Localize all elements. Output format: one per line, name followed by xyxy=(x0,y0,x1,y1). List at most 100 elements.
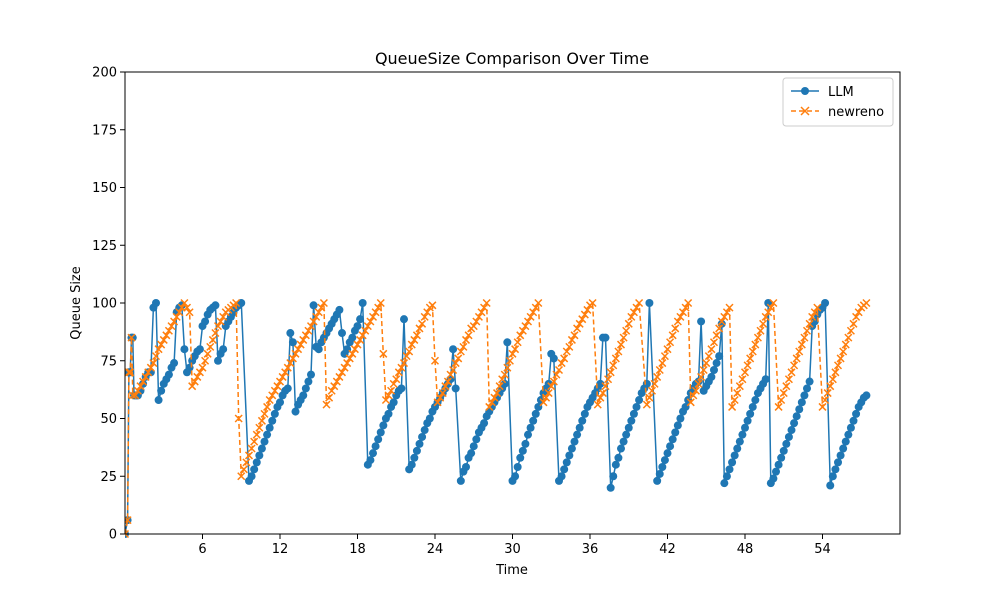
x-marker-stroke xyxy=(415,324,424,333)
data-point-newreno xyxy=(459,342,468,351)
data-point-newreno xyxy=(593,400,602,409)
x-marker-stroke xyxy=(606,368,615,377)
data-point-llm xyxy=(521,439,530,448)
data-point-newreno xyxy=(539,398,548,407)
x-marker-stroke xyxy=(578,315,587,324)
data-point-newreno xyxy=(255,423,264,432)
x-marker-stroke xyxy=(795,347,804,356)
data-point-newreno xyxy=(394,368,403,377)
data-point-llm xyxy=(214,356,222,365)
data-point-newreno xyxy=(198,363,207,372)
x-marker-stroke xyxy=(759,319,768,328)
x-marker-stroke xyxy=(720,312,729,321)
data-point-newreno xyxy=(707,345,716,354)
data-point-llm xyxy=(451,384,460,393)
data-point-llm xyxy=(573,430,582,439)
x-marker-stroke xyxy=(394,368,403,377)
x-marker-stroke xyxy=(549,377,558,386)
x-marker-stroke xyxy=(126,368,135,377)
data-point-newreno xyxy=(446,370,455,379)
x-marker-stroke xyxy=(203,349,212,358)
x-marker-stroke xyxy=(296,340,305,349)
data-point-llm xyxy=(389,398,398,407)
x-marker-stroke xyxy=(516,331,525,340)
x-marker-stroke xyxy=(666,338,675,347)
data-point-newreno xyxy=(314,308,323,317)
data-point-newreno xyxy=(461,335,471,344)
data-point-llm xyxy=(653,476,662,485)
data-point-newreno xyxy=(327,386,336,395)
x-marker-stroke xyxy=(441,382,450,391)
data-point-newreno xyxy=(420,312,429,321)
axes: 0 25 50 75 100 125 150 175 200 6 12 18 24 30 36 42 48 54 xyxy=(92,66,831,558)
data-point-newreno xyxy=(436,393,445,402)
data-point-llm xyxy=(286,329,295,338)
data-point-llm xyxy=(348,333,357,342)
data-point-newreno xyxy=(653,372,662,381)
data-point-newreno xyxy=(472,317,481,326)
x-marker-stroke xyxy=(410,335,419,344)
x-marker-stroke xyxy=(206,342,215,351)
data-point-llm xyxy=(526,423,535,432)
data-point-newreno xyxy=(598,389,607,398)
data-point-newreno xyxy=(335,372,344,381)
x-marker-stroke xyxy=(157,340,166,349)
data-point-newreno xyxy=(172,312,181,321)
data-point-newreno xyxy=(312,312,321,321)
x-marker-stroke xyxy=(702,359,711,368)
x-tick-label: 12 xyxy=(272,542,289,557)
data-point-newreno xyxy=(632,303,641,312)
x-marker-stroke xyxy=(211,328,220,338)
data-point-llm xyxy=(531,409,540,418)
data-point-llm xyxy=(614,453,623,462)
data-point-llm xyxy=(252,458,261,467)
x-marker-stroke xyxy=(283,363,292,372)
x-marker-stroke xyxy=(257,416,266,425)
data-point-newreno xyxy=(164,326,173,335)
x-marker-stroke xyxy=(131,391,140,400)
x-marker-stroke xyxy=(244,451,254,460)
data-point-newreno xyxy=(433,398,442,407)
data-point-newreno xyxy=(490,393,499,402)
x-marker-stroke xyxy=(709,338,719,347)
data-point-llm xyxy=(467,449,476,458)
data-point-llm xyxy=(247,472,256,481)
x-marker-stroke xyxy=(779,389,788,398)
data-point-newreno xyxy=(477,308,486,317)
x-marker-stroke xyxy=(141,372,150,381)
x-marker-stroke xyxy=(743,361,752,370)
data-point-llm xyxy=(722,472,731,481)
data-point-newreno xyxy=(480,303,489,312)
x-marker-stroke xyxy=(544,389,553,398)
data-point-llm xyxy=(369,449,377,458)
data-point-llm xyxy=(733,444,742,453)
data-point-llm xyxy=(769,474,778,483)
data-point-newreno xyxy=(358,331,367,340)
x-marker-stroke xyxy=(381,395,390,405)
data-point-llm xyxy=(358,299,367,307)
x-marker-stroke xyxy=(348,349,357,358)
data-point-newreno xyxy=(281,368,290,377)
x-marker-stroke xyxy=(250,437,259,446)
data-point-llm xyxy=(157,386,166,395)
x-marker-stroke xyxy=(831,368,840,377)
data-point-newreno xyxy=(746,354,755,363)
data-point-newreno xyxy=(125,368,133,377)
data-point-newreno xyxy=(552,370,561,379)
x-marker-stroke xyxy=(356,335,365,344)
x-tick-label: 48 xyxy=(737,542,754,557)
data-point-llm xyxy=(549,354,558,363)
data-point-newreno xyxy=(286,359,295,368)
x-marker-stroke xyxy=(787,368,796,377)
data-point-llm xyxy=(676,414,685,423)
data-point-newreno xyxy=(735,382,744,391)
x-marker-stroke xyxy=(782,382,791,391)
x-marker-stroke xyxy=(676,312,685,321)
x-marker-stroke xyxy=(288,354,297,363)
data-point-newreno xyxy=(330,382,339,391)
data-point-newreno xyxy=(580,310,589,319)
data-point-newreno xyxy=(332,377,341,386)
x-marker-stroke xyxy=(327,386,336,395)
x-marker-stroke xyxy=(294,345,303,354)
x-marker-stroke xyxy=(474,312,483,321)
